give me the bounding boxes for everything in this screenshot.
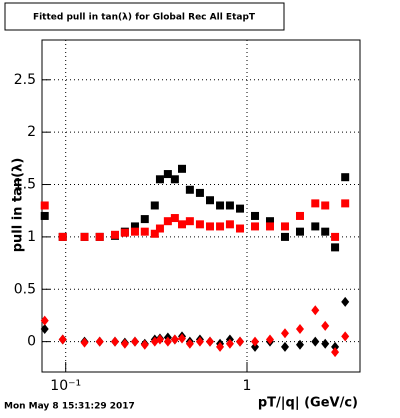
- point: [205, 336, 214, 347]
- point: [280, 222, 289, 231]
- point: [110, 336, 119, 347]
- point: [130, 227, 139, 236]
- point: [251, 222, 260, 231]
- point: [170, 334, 179, 345]
- y-tick-label: 0.5: [14, 281, 36, 297]
- point: [140, 227, 149, 236]
- point: [163, 336, 172, 347]
- point: [40, 201, 49, 210]
- y-tick-label: 2: [27, 124, 36, 140]
- point: [236, 224, 245, 233]
- point: [155, 224, 164, 233]
- point: [170, 214, 179, 223]
- y-axis-label: pull in tan(λ): [11, 158, 26, 253]
- point: [280, 328, 289, 339]
- chart-title: Fitted pull in tan(λ) for Global Rec All…: [33, 13, 256, 23]
- y-tick-label: 2.5: [14, 72, 36, 88]
- point: [311, 222, 320, 231]
- point: [40, 324, 49, 335]
- point: [95, 232, 104, 241]
- point: [163, 170, 172, 179]
- point: [321, 338, 330, 349]
- point: [216, 341, 225, 352]
- point: [185, 217, 194, 226]
- point: [295, 227, 304, 236]
- point: [331, 347, 340, 358]
- point: [58, 334, 67, 345]
- point: [225, 338, 234, 349]
- point: [155, 175, 164, 184]
- point: [341, 199, 350, 208]
- point: [150, 201, 159, 210]
- point: [40, 315, 49, 326]
- point: [280, 232, 289, 241]
- point: [178, 220, 187, 229]
- point: [341, 296, 350, 307]
- point: [236, 336, 245, 347]
- point: [295, 339, 304, 350]
- y-tick-label: 1.5: [14, 177, 36, 193]
- point: [195, 336, 204, 347]
- x-axis-label: pT/|q| (GeV/c): [258, 396, 358, 411]
- point: [205, 222, 214, 231]
- point: [140, 215, 149, 224]
- point: [170, 175, 179, 184]
- point: [236, 204, 245, 213]
- point: [341, 173, 350, 182]
- y-tick-label: 0: [27, 334, 36, 350]
- point: [321, 227, 330, 236]
- footer: Mon May 8 15:31:29 2017: [4, 402, 135, 412]
- point: [80, 232, 89, 241]
- point: [265, 217, 274, 226]
- point: [80, 337, 89, 348]
- point: [140, 339, 149, 350]
- point: [120, 338, 129, 349]
- point: [280, 341, 289, 352]
- point: [251, 211, 260, 220]
- point: [163, 217, 172, 226]
- point: [295, 324, 304, 335]
- point: [155, 334, 164, 345]
- title-box: [4, 2, 285, 31]
- point: [130, 222, 139, 231]
- point: [251, 341, 260, 352]
- point: [331, 243, 340, 252]
- point: [150, 229, 159, 238]
- point: [265, 334, 274, 345]
- point: [195, 220, 204, 229]
- point: [110, 230, 119, 239]
- point: [216, 201, 225, 210]
- point: [341, 331, 350, 342]
- point: [251, 336, 260, 347]
- point: [178, 164, 187, 173]
- point: [178, 333, 187, 344]
- point: [331, 341, 340, 352]
- point: [321, 201, 330, 210]
- point: [331, 232, 340, 241]
- point: [185, 338, 194, 349]
- x-tick-label: 10⁻¹: [50, 378, 81, 394]
- point: [120, 228, 129, 237]
- point: [225, 220, 234, 229]
- point: [95, 336, 104, 347]
- point: [311, 199, 320, 208]
- point: [216, 222, 225, 231]
- point: [295, 211, 304, 220]
- point: [321, 320, 330, 331]
- point: [195, 188, 204, 197]
- y-tick-label: 1: [27, 229, 36, 245]
- x-tick-label: 1: [243, 378, 252, 394]
- point: [40, 211, 49, 220]
- point: [130, 336, 139, 347]
- point: [205, 196, 214, 205]
- point: [185, 185, 194, 194]
- point: [58, 232, 67, 241]
- point: [311, 305, 320, 316]
- point: [311, 336, 320, 347]
- point: [265, 222, 274, 231]
- point: [225, 201, 234, 210]
